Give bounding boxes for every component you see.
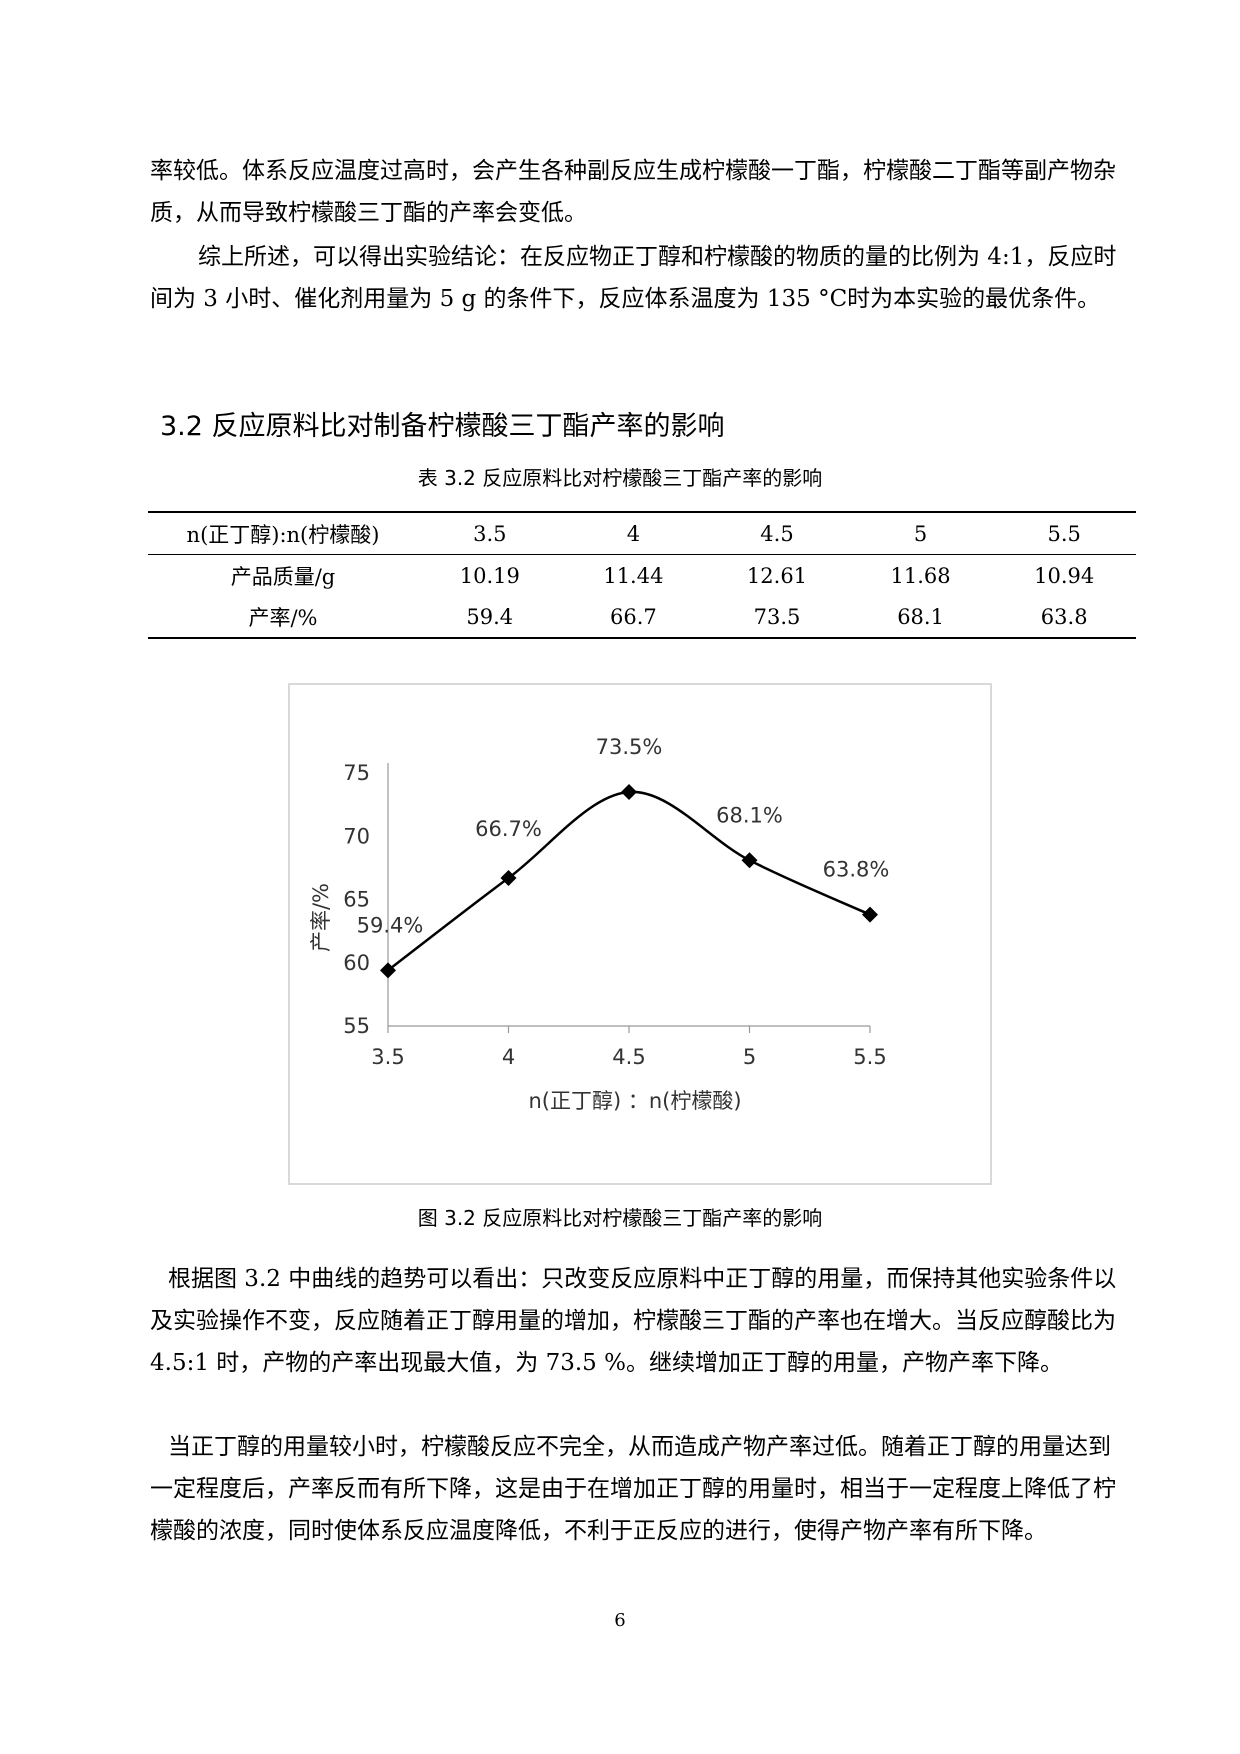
data-label: 63.8% xyxy=(823,858,890,882)
data-point-marker xyxy=(862,906,878,923)
x-tick-label: 3.5 xyxy=(371,1045,404,1069)
paragraph-2: 综上所述，可以得出实验结论：在反应物正丁醇和柠檬酸的物质的量的比例为 4:1，反… xyxy=(150,244,1117,312)
table-cell: 产品质量/g xyxy=(230,564,336,589)
y-tick-label: 60 xyxy=(343,951,370,975)
table-cell: 59.4 xyxy=(466,604,514,629)
x-tick-label: 4.5 xyxy=(612,1045,645,1069)
table-row: 产品质量/g 10.19 11.44 12.61 11.68 10.94 xyxy=(148,555,1136,597)
x-axis-label: n(正丁醇) ：n(柠檬酸) xyxy=(528,1089,741,1113)
paragraph-3: 根据图 3.2 中曲线的趋势可以看出：只改变反应原料中正丁醇的用量，而保持其他实… xyxy=(150,1266,1117,1376)
line-chart: 55 60 65 70 75 3.5 4 4.5 5 5.5 n(正丁醇) ：n(柠檬酸) 产率/% 5… xyxy=(309,735,890,1113)
data-point-marker xyxy=(621,783,637,800)
data-label: 66.7% xyxy=(475,817,542,841)
table-cell: 66.7 xyxy=(610,604,657,629)
table-row-header: n(正丁醇):n(柠檬酸) 3.5 4 4.5 5 5.5 xyxy=(148,512,1136,555)
table-caption: 表 3.2 反应原料比对柠檬酸三丁酯产率的影响 xyxy=(417,466,823,490)
table-cell: 10.94 xyxy=(1034,563,1095,588)
data-table: n(正丁醇):n(柠檬酸) 3.5 4 4.5 5 5.5 产品质量/g 10.… xyxy=(148,511,1136,639)
y-tick-label: 65 xyxy=(343,888,370,912)
data-label: 68.1% xyxy=(716,803,783,827)
table-cell: 3.5 xyxy=(418,512,562,555)
table-cell: 5 xyxy=(848,512,993,555)
paragraph-4: 当正丁醇的用量较小时，柠檬酸反应不完全，从而造成产物产率过低。随着正丁醇的用量达… xyxy=(150,1434,1116,1544)
series-line xyxy=(387,790,871,972)
y-tick-label: 70 xyxy=(343,824,370,848)
x-tick-label: 5 xyxy=(743,1045,756,1069)
section-title: 3.2 反应原料比对制备柠檬酸三丁酯产率的影响 xyxy=(160,411,725,442)
y-tick-label: 75 xyxy=(343,761,370,785)
table-cell: 产率/% xyxy=(248,605,318,630)
table-row: 产率/% 59.4 66.7 73.5 68.1 63.8 xyxy=(148,596,1136,638)
table-cell: 4 xyxy=(561,512,706,555)
table-cell: 5.5 xyxy=(992,512,1136,555)
page-number: 6 xyxy=(614,1610,626,1631)
data-point-marker xyxy=(380,962,396,979)
table-cell: 4.5 xyxy=(705,512,849,555)
table-cell: 10.19 xyxy=(459,563,520,588)
data-point-marker xyxy=(500,869,517,886)
table-cell: 11.68 xyxy=(890,563,951,588)
x-tick-label: 5.5 xyxy=(853,1045,886,1069)
y-axis-label: 产率/% xyxy=(309,883,333,952)
table-cell: 73.5 xyxy=(753,604,801,629)
table-cell: 63.8 xyxy=(1040,604,1088,629)
x-tick-label: 4 xyxy=(502,1045,515,1069)
data-point-marker xyxy=(741,852,758,869)
data-label: 73.5% xyxy=(596,735,663,759)
figure-caption: 图 3.2 反应原料比对柠檬酸三丁酯产率的影响 xyxy=(417,1206,823,1230)
table-cell: 11.44 xyxy=(603,563,664,588)
data-label: 59.4% xyxy=(357,913,424,937)
chart-frame: 55 60 65 70 75 3.5 4 4.5 5 5.5 n(正丁醇) ：n(柠檬酸) 产率/% 5… xyxy=(288,683,992,1185)
paragraph-1: 率较低。体系反应温度过高时，会产生各种副反应生成柠檬酸一丁酯，柠檬酸二丁酯等副产… xyxy=(150,158,1116,226)
table-cell: 12.61 xyxy=(746,563,808,588)
table-cell: 68.1 xyxy=(897,604,944,629)
table-cell: n(正丁醇):n(柠檬酸) xyxy=(148,512,418,555)
y-tick-label: 55 xyxy=(343,1014,370,1038)
